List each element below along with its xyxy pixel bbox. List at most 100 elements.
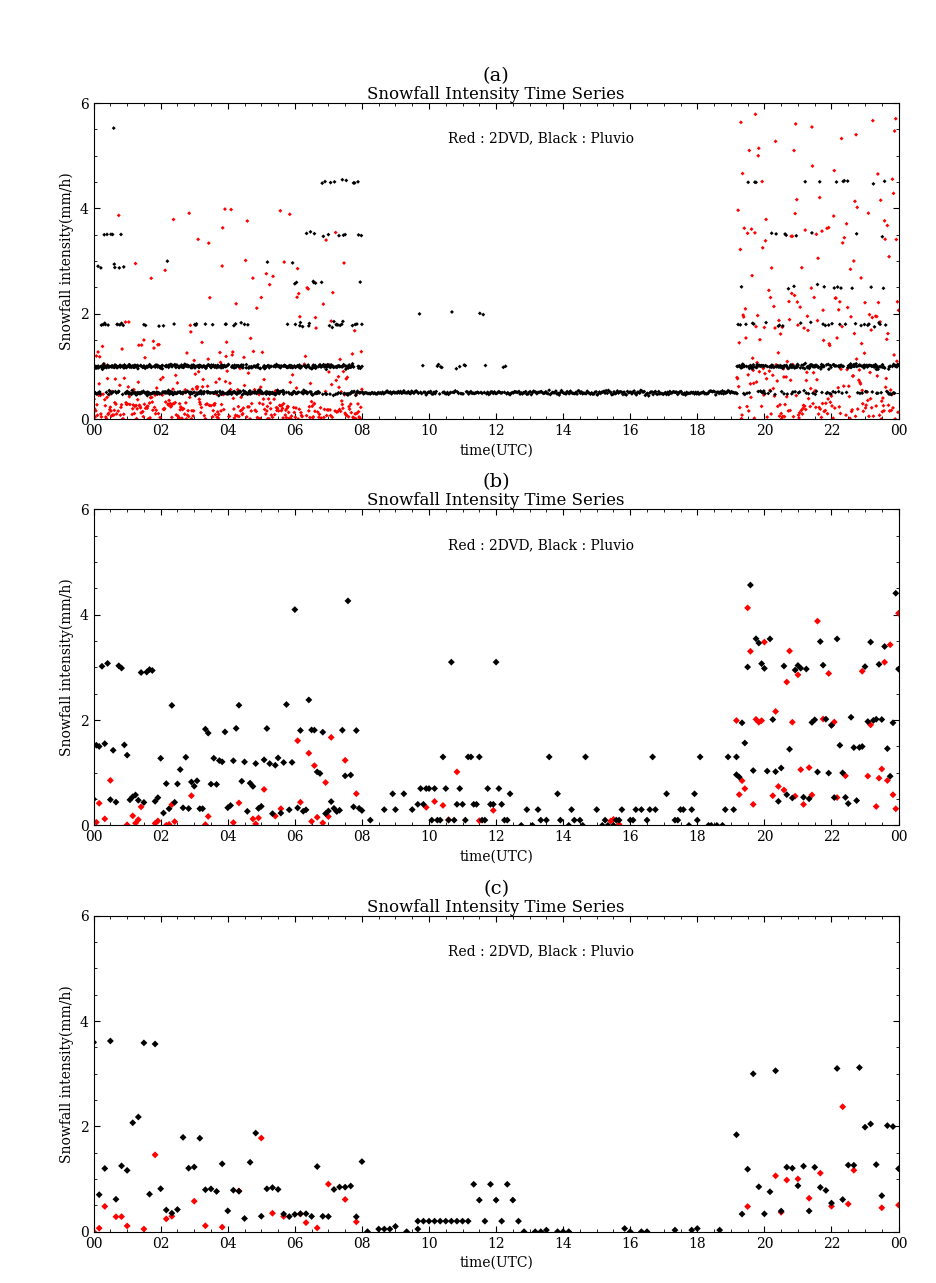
- Point: [204, 355, 219, 376]
- Point: [310, 382, 325, 403]
- Point: [300, 355, 315, 376]
- Point: [102, 399, 117, 420]
- Point: [670, 384, 685, 404]
- Point: [856, 358, 871, 378]
- Point: [314, 357, 329, 377]
- Point: [92, 736, 107, 757]
- Title: Snowfall Intensity Time Series: Snowfall Intensity Time Series: [367, 898, 625, 916]
- Point: [846, 354, 861, 375]
- Point: [302, 358, 317, 378]
- Point: [416, 794, 431, 815]
- Point: [712, 1220, 727, 1241]
- Point: [490, 382, 505, 403]
- Point: [246, 382, 261, 403]
- Point: [247, 380, 262, 400]
- Point: [352, 357, 367, 377]
- Point: [170, 1200, 185, 1220]
- Point: [120, 745, 135, 766]
- Point: [226, 382, 241, 403]
- Point: [200, 349, 215, 370]
- Point: [265, 407, 280, 427]
- Point: [309, 384, 324, 404]
- Point: [768, 354, 783, 375]
- Point: [642, 799, 657, 820]
- Point: [104, 405, 119, 426]
- Point: [331, 377, 346, 398]
- Point: [90, 395, 105, 416]
- Point: [726, 799, 741, 820]
- Point: [314, 173, 329, 194]
- Point: [671, 382, 686, 403]
- Point: [190, 384, 205, 404]
- Point: [874, 1185, 889, 1206]
- Point: [292, 355, 307, 376]
- Point: [346, 173, 361, 194]
- Point: [272, 358, 287, 378]
- Point: [526, 381, 541, 402]
- Point: [470, 382, 485, 403]
- Point: [695, 382, 709, 403]
- Point: [182, 798, 197, 819]
- Point: [800, 357, 815, 377]
- Point: [809, 355, 824, 376]
- Point: [169, 355, 184, 376]
- Point: [882, 246, 897, 267]
- Point: [375, 382, 390, 403]
- Point: [760, 407, 775, 427]
- Point: [347, 321, 362, 341]
- Point: [110, 314, 125, 335]
- Point: [763, 380, 778, 400]
- Point: [190, 355, 205, 376]
- Point: [344, 403, 358, 423]
- Point: [867, 317, 882, 337]
- Point: [737, 384, 752, 404]
- Point: [225, 345, 240, 366]
- Point: [329, 384, 344, 404]
- Point: [854, 316, 869, 336]
- Point: [869, 354, 884, 375]
- Point: [137, 314, 152, 335]
- Point: [314, 408, 329, 429]
- Point: [323, 172, 338, 192]
- Point: [235, 358, 250, 378]
- Point: [293, 312, 308, 332]
- Point: [732, 784, 747, 804]
- Point: [824, 357, 839, 377]
- Point: [236, 355, 251, 376]
- Point: [87, 389, 102, 409]
- Point: [858, 398, 873, 418]
- Point: [779, 355, 794, 376]
- Point: [816, 355, 831, 376]
- Point: [145, 391, 160, 412]
- Point: [228, 382, 243, 403]
- Point: [242, 358, 257, 378]
- Point: [157, 260, 172, 281]
- Point: [519, 799, 534, 820]
- Point: [251, 798, 266, 819]
- Point: [217, 384, 232, 404]
- Point: [256, 384, 271, 404]
- Point: [741, 400, 756, 421]
- Point: [595, 381, 610, 402]
- Point: [265, 384, 280, 404]
- Point: [749, 629, 764, 649]
- Point: [337, 385, 352, 405]
- Point: [336, 354, 351, 375]
- Point: [113, 405, 128, 426]
- Point: [738, 299, 753, 319]
- Point: [155, 381, 170, 402]
- Point: [199, 394, 214, 414]
- Point: [752, 362, 767, 382]
- Point: [89, 358, 104, 378]
- Point: [891, 300, 906, 321]
- Point: [871, 313, 886, 334]
- Point: [888, 355, 903, 376]
- Point: [757, 658, 772, 679]
- Point: [154, 355, 169, 376]
- Point: [262, 409, 277, 430]
- Point: [155, 355, 170, 376]
- Point: [288, 407, 303, 427]
- Point: [304, 391, 319, 412]
- Point: [849, 354, 864, 375]
- Point: [326, 282, 341, 303]
